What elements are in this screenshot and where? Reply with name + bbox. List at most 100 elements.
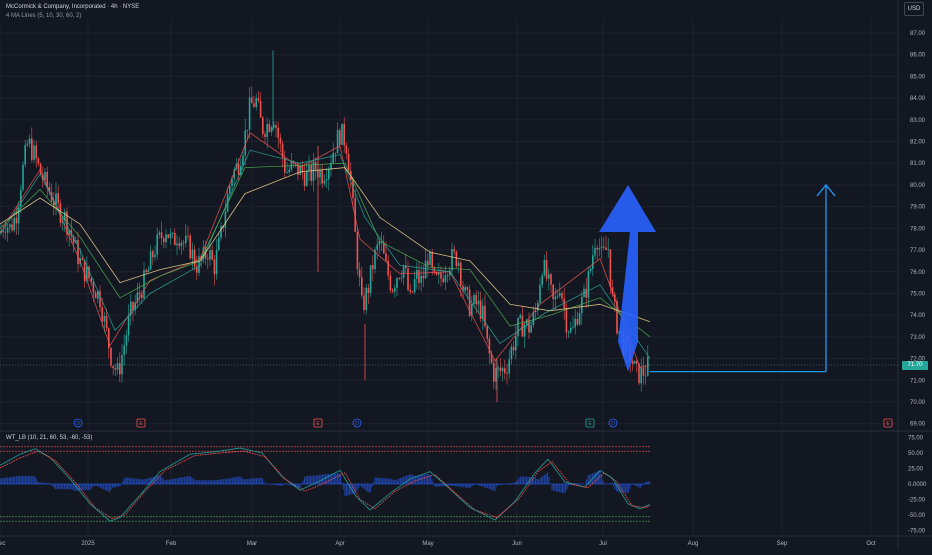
candle-body: [237, 163, 240, 175]
candle-body: [389, 275, 392, 291]
candle-body: [308, 164, 310, 171]
candle-body: [145, 270, 147, 273]
candle-body: [314, 161, 317, 171]
y-tick-label: 77.00: [910, 248, 926, 254]
candle-body: [526, 319, 528, 326]
y-tick-label: 74.00: [910, 313, 926, 319]
candle-body: [26, 143, 29, 146]
target-arrowhead: [816, 183, 836, 197]
candle-body: [438, 272, 440, 275]
candle-body: [182, 242, 185, 244]
candle-body: [90, 278, 92, 283]
earnings-marker: [136, 418, 146, 428]
dividend-marker: [608, 418, 618, 428]
ma-line-slow: [0, 167, 651, 323]
candle-body: [466, 287, 469, 290]
candle-body: [391, 290, 394, 292]
candle-body: [541, 275, 543, 285]
candle-body: [46, 171, 48, 188]
candle-body: [31, 138, 33, 160]
candle-body: [24, 145, 26, 165]
osc-tick-label: -50.00: [908, 513, 926, 519]
ma-line-fast: [0, 132, 651, 368]
candle-body: [306, 170, 308, 186]
y-tick-label: 80.00: [910, 183, 926, 189]
candle-body: [435, 272, 438, 275]
candle-body: [462, 285, 464, 291]
candle-body: [321, 169, 323, 184]
currency-button[interactable]: USD: [904, 2, 924, 16]
candle-body: [396, 278, 398, 288]
candle-body: [143, 270, 145, 299]
candle-body: [585, 288, 587, 298]
candle-body: [607, 249, 609, 251]
candle-body: [312, 161, 315, 181]
candle-body: [405, 265, 407, 269]
candle-body: [418, 270, 420, 283]
candle-body: [402, 265, 405, 278]
candle-body: [127, 315, 130, 336]
candle-body: [440, 272, 442, 279]
candle-body: [394, 287, 396, 292]
candle-body: [442, 278, 444, 283]
candle-body: [548, 274, 550, 279]
candle-body: [400, 277, 403, 279]
candle-body: [33, 145, 35, 160]
ma-indicator-label[interactable]: 4 MA Lines (5, 10, 30, 60, 2): [6, 13, 82, 19]
candle-body: [121, 354, 123, 375]
candle-body: [138, 292, 141, 295]
oscillator-label[interactable]: WT_LB (10, 21, 60, 53, -60, -53): [6, 435, 93, 441]
candle-body: [196, 266, 198, 273]
candle-body: [68, 229, 70, 235]
candle-body: [191, 249, 194, 259]
candle-body: [345, 145, 348, 154]
osc-tick-label: 75.00: [908, 436, 924, 442]
candle-body: [198, 256, 200, 273]
y-tick-label: 87.00: [910, 31, 926, 37]
candle-body: [413, 278, 416, 293]
candle-body: [292, 161, 295, 163]
candle-body: [323, 180, 326, 184]
candle-body: [446, 275, 449, 277]
candle-body: [13, 217, 15, 231]
candle-body: [501, 368, 504, 372]
y-tick-label: 69.00: [910, 422, 926, 428]
y-tick-label: 72.00: [910, 357, 926, 363]
x-tick-label: Dec: [0, 541, 5, 547]
candle-body: [187, 235, 189, 237]
candle-body: [464, 287, 466, 291]
candle-body: [224, 211, 227, 228]
candle-body: [444, 275, 447, 283]
y-tick-label: 86.00: [910, 53, 926, 59]
candle-body: [253, 103, 255, 108]
candle-body: [369, 265, 372, 294]
event-marker-label: E: [886, 421, 890, 427]
candle-body: [132, 301, 134, 311]
candle-body: [110, 347, 112, 366]
y-tick-label: 78.00: [910, 226, 926, 232]
x-tick-label: Aug: [688, 541, 699, 547]
candle-body: [6, 227, 9, 233]
candle-body: [299, 165, 301, 175]
event-marker-label: E: [316, 421, 320, 427]
candle-body: [475, 295, 477, 305]
candle-body: [99, 290, 101, 308]
bullish-arrow-drawing: [599, 184, 656, 372]
candle-body: [262, 117, 264, 135]
event-marker-label: E: [588, 421, 592, 427]
osc-tick-label: -75.00: [908, 529, 926, 535]
y-tick-label: 83.00: [910, 118, 926, 124]
candle-body: [471, 303, 473, 316]
x-tick-label: Jun: [512, 541, 522, 547]
candle-body: [86, 266, 88, 282]
candle-body: [297, 162, 299, 175]
candle-body: [215, 250, 218, 275]
candle-body: [136, 292, 139, 303]
candle-body: [603, 246, 605, 248]
candle-body: [334, 152, 337, 154]
candle-body: [484, 305, 486, 327]
candle-body: [347, 153, 350, 172]
candle-body: [341, 123, 343, 145]
